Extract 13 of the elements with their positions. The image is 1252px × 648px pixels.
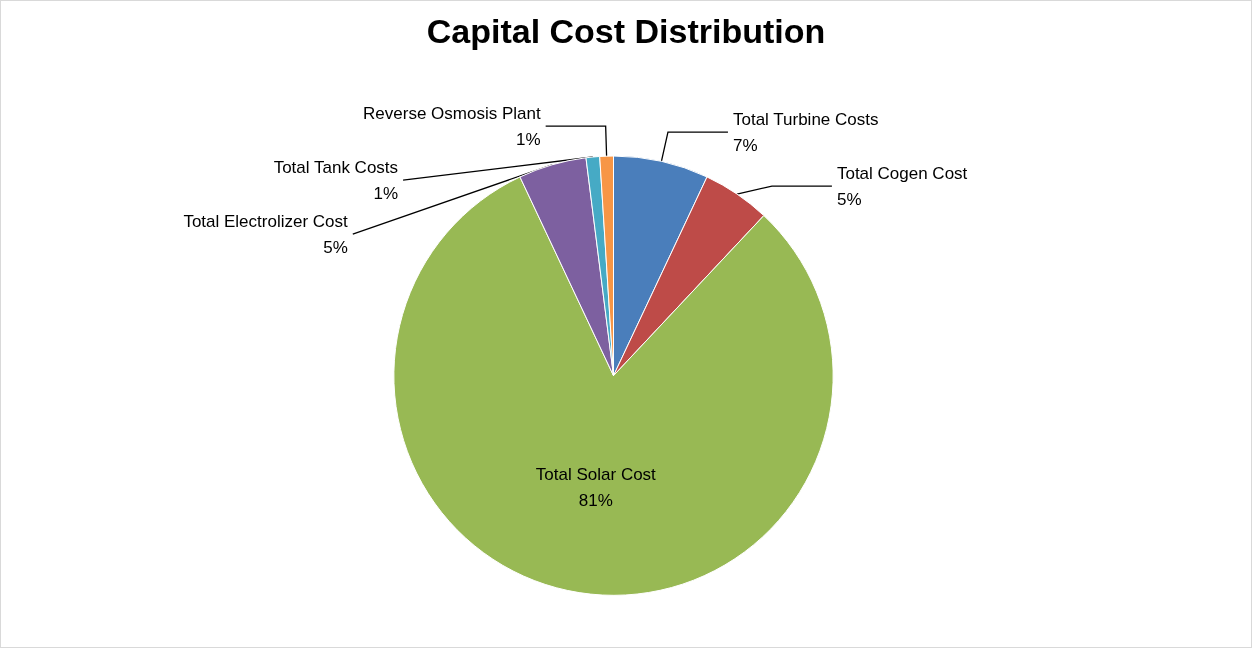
data-label: 1%: [516, 129, 541, 149]
data-label: 1%: [373, 183, 399, 203]
slice-label: Total Tank Costs: [273, 157, 399, 177]
data-label: 5%: [323, 237, 348, 257]
data-label: 7%: [732, 135, 758, 155]
chart-title: Capital Cost Distribution: [426, 12, 826, 50]
slice-label: Total Turbine Costs: [732, 109, 879, 129]
data-label: 81%: [578, 490, 613, 510]
slice-label: Total Solar Cost: [535, 464, 657, 484]
slice-label: Reverse Osmosis Plant: [363, 103, 541, 123]
slice-label: Total Cogen Cost: [836, 163, 968, 183]
slice-label: Total Electrolizer Cost: [183, 211, 349, 231]
data-label: 5%: [836, 189, 862, 209]
